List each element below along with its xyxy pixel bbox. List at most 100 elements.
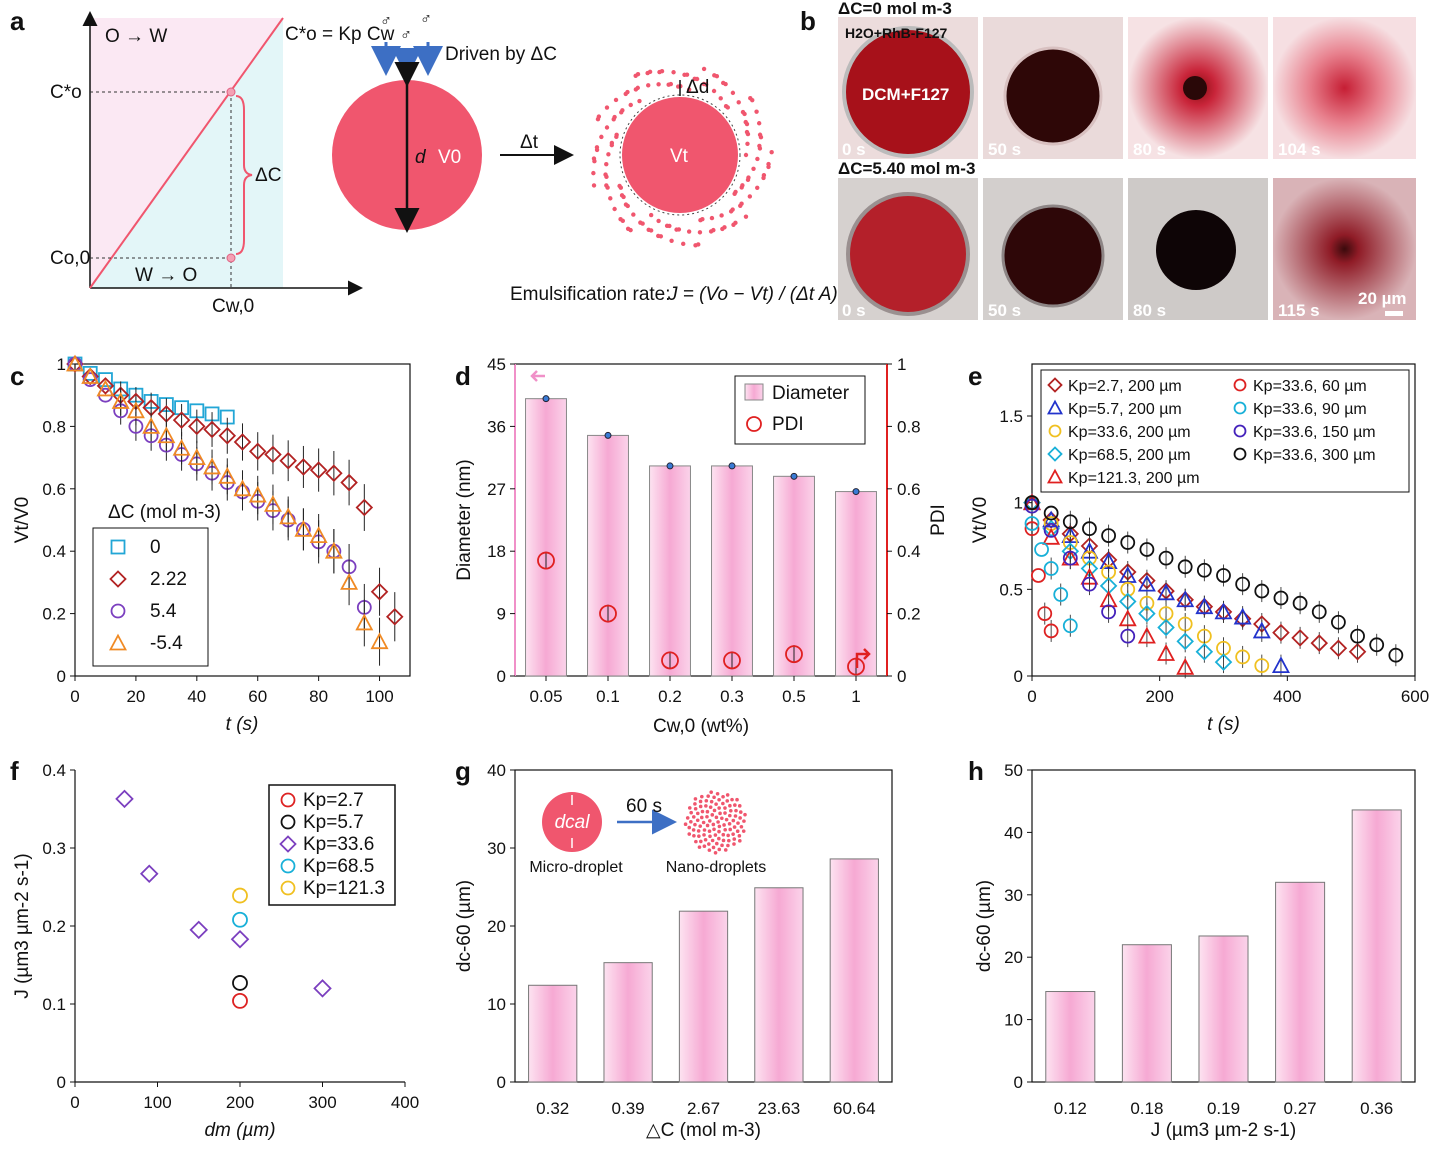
e-legend-marker: [1233, 378, 1247, 392]
point-co0: [226, 253, 236, 263]
g-inset-nanodroplet: [697, 834, 701, 838]
g-inset-right-label: Nano-droplets: [666, 859, 767, 876]
h-bar: [1351, 809, 1402, 1083]
panel-a-schematic: ΔC O → W W → O C*o = Kp Cw C*o Co,0 Cw,0…: [50, 11, 838, 317]
h-bar: [1198, 935, 1249, 1083]
c-ytick-label: 0.4: [42, 542, 66, 561]
c-point: [248, 485, 267, 503]
nanodroplet: [748, 95, 753, 101]
d-ytick-label: 27: [487, 480, 506, 499]
g-inset-nanodroplet: [726, 833, 730, 838]
g-inset-nanodroplet: [697, 845, 702, 849]
g-inset-nanodroplet: [735, 797, 739, 802]
e-ytick-label: 1.5: [999, 407, 1023, 426]
e-point: [1157, 644, 1176, 661]
e-legend-label: Kp=33.6, 200 µm: [1068, 424, 1191, 441]
e-point: [1388, 647, 1404, 663]
e-point: [1176, 590, 1195, 608]
nanodroplet: [733, 189, 738, 195]
c-point: [279, 507, 298, 525]
time-r2-1: 50 s: [988, 301, 1021, 320]
f-xtick-label: 200: [226, 1093, 254, 1112]
d-legend-label: PDI: [772, 414, 804, 435]
d-y2label: PDI: [928, 504, 949, 536]
nanodroplet: [669, 238, 674, 243]
e-point: [1137, 626, 1156, 644]
h-ytick-label: 40: [1004, 823, 1023, 842]
f-legend-label: Kp=68.5: [303, 856, 374, 877]
time-r2-2: 80 s: [1133, 301, 1166, 320]
e-point: [1043, 623, 1059, 639]
g-inset-nanodroplet: [713, 833, 718, 837]
e-point: [1101, 604, 1116, 620]
c-xtick-label: 0: [70, 687, 79, 706]
f-point: [139, 864, 159, 884]
g-inset-nanodroplet: [725, 799, 730, 803]
d-ytick-label: 0: [497, 667, 506, 686]
g-ytick-label: 10: [487, 995, 506, 1014]
g-inset-nanodroplet: [723, 806, 727, 810]
g-inset-nanodroplet: [712, 795, 716, 800]
nanodroplet: [718, 96, 723, 101]
e-point: [1082, 576, 1097, 592]
nanodroplet: [648, 228, 654, 233]
e-point: [1139, 542, 1155, 557]
c-ytick-label: 0.6: [42, 480, 66, 499]
h-ytick-label: 20: [1004, 948, 1023, 967]
g-inset-nanodroplet: [698, 804, 703, 809]
c-plot-frame: [74, 363, 411, 677]
g-inset-nanodroplet: [708, 805, 713, 809]
panel-label-d: d: [455, 361, 471, 391]
c-point: [98, 372, 113, 388]
e-point: [1042, 510, 1061, 528]
e-point: [1350, 628, 1365, 644]
f-legend-marker: [280, 792, 296, 808]
d-y2tick-label: 1: [897, 355, 906, 374]
e-point: [1348, 642, 1367, 661]
time-r1-3: 104 s: [1278, 140, 1321, 159]
g-inset-nanodroplet: [707, 848, 712, 852]
c-ytick-label: 0.8: [42, 417, 66, 436]
g-inset-nanodroplet: [693, 806, 698, 811]
v0-label: V0: [438, 147, 461, 168]
g-inset-nanodroplet: [741, 829, 746, 833]
g-inset-nanodroplet: [728, 808, 733, 813]
nanodroplet: [747, 194, 753, 199]
e-legend-label: Kp=2.7, 200 µm: [1068, 378, 1182, 395]
h-bar: [1045, 991, 1096, 1083]
g-inset-nanodroplet: [705, 809, 710, 814]
e-xtick-label: 200: [1145, 687, 1173, 706]
nanodroplet: [619, 110, 624, 115]
nanodroplet: [606, 152, 611, 157]
nanodroplet: [631, 212, 636, 217]
e-legend-label: Kp=121.3, 200 µm: [1068, 470, 1200, 487]
nanodroplet: [591, 170, 596, 176]
c-point: [188, 417, 206, 436]
f-ytick-label: 0: [57, 1073, 66, 1092]
d-pdi-point: [599, 604, 617, 623]
e-point: [1157, 583, 1176, 601]
e-point: [1062, 550, 1078, 566]
d-pdi-point: [785, 645, 803, 664]
g-inset-nanodroplet: [714, 815, 719, 820]
g-inset-nanodroplet: [710, 813, 715, 817]
g-xtick-label: 2.67: [687, 1099, 720, 1118]
d-legend-circle: [746, 416, 762, 432]
scale-bar: [1385, 311, 1403, 316]
d-legend-label: Diameter: [772, 383, 850, 404]
panel-label-h: h: [968, 756, 984, 786]
nanodroplet: [739, 201, 744, 206]
c-ytick-label: 0.2: [42, 605, 66, 624]
h-bar: [1121, 944, 1172, 1083]
nanodroplet: [766, 161, 771, 167]
e-point: [1062, 618, 1078, 634]
g-inset-nanodroplet: [701, 820, 706, 825]
frame-r2-3: [1273, 178, 1416, 320]
g-inset-left-label: Micro-droplet: [529, 859, 623, 876]
e-legend-marker: [1046, 399, 1064, 415]
scale-bar-label: 20 µm: [1358, 289, 1407, 308]
e-legend-marker: [1233, 401, 1247, 415]
g-inset-nanodroplet: [710, 838, 715, 843]
d-ylabel: Diameter (nm): [454, 459, 475, 580]
nanodroplet: [645, 70, 650, 76]
